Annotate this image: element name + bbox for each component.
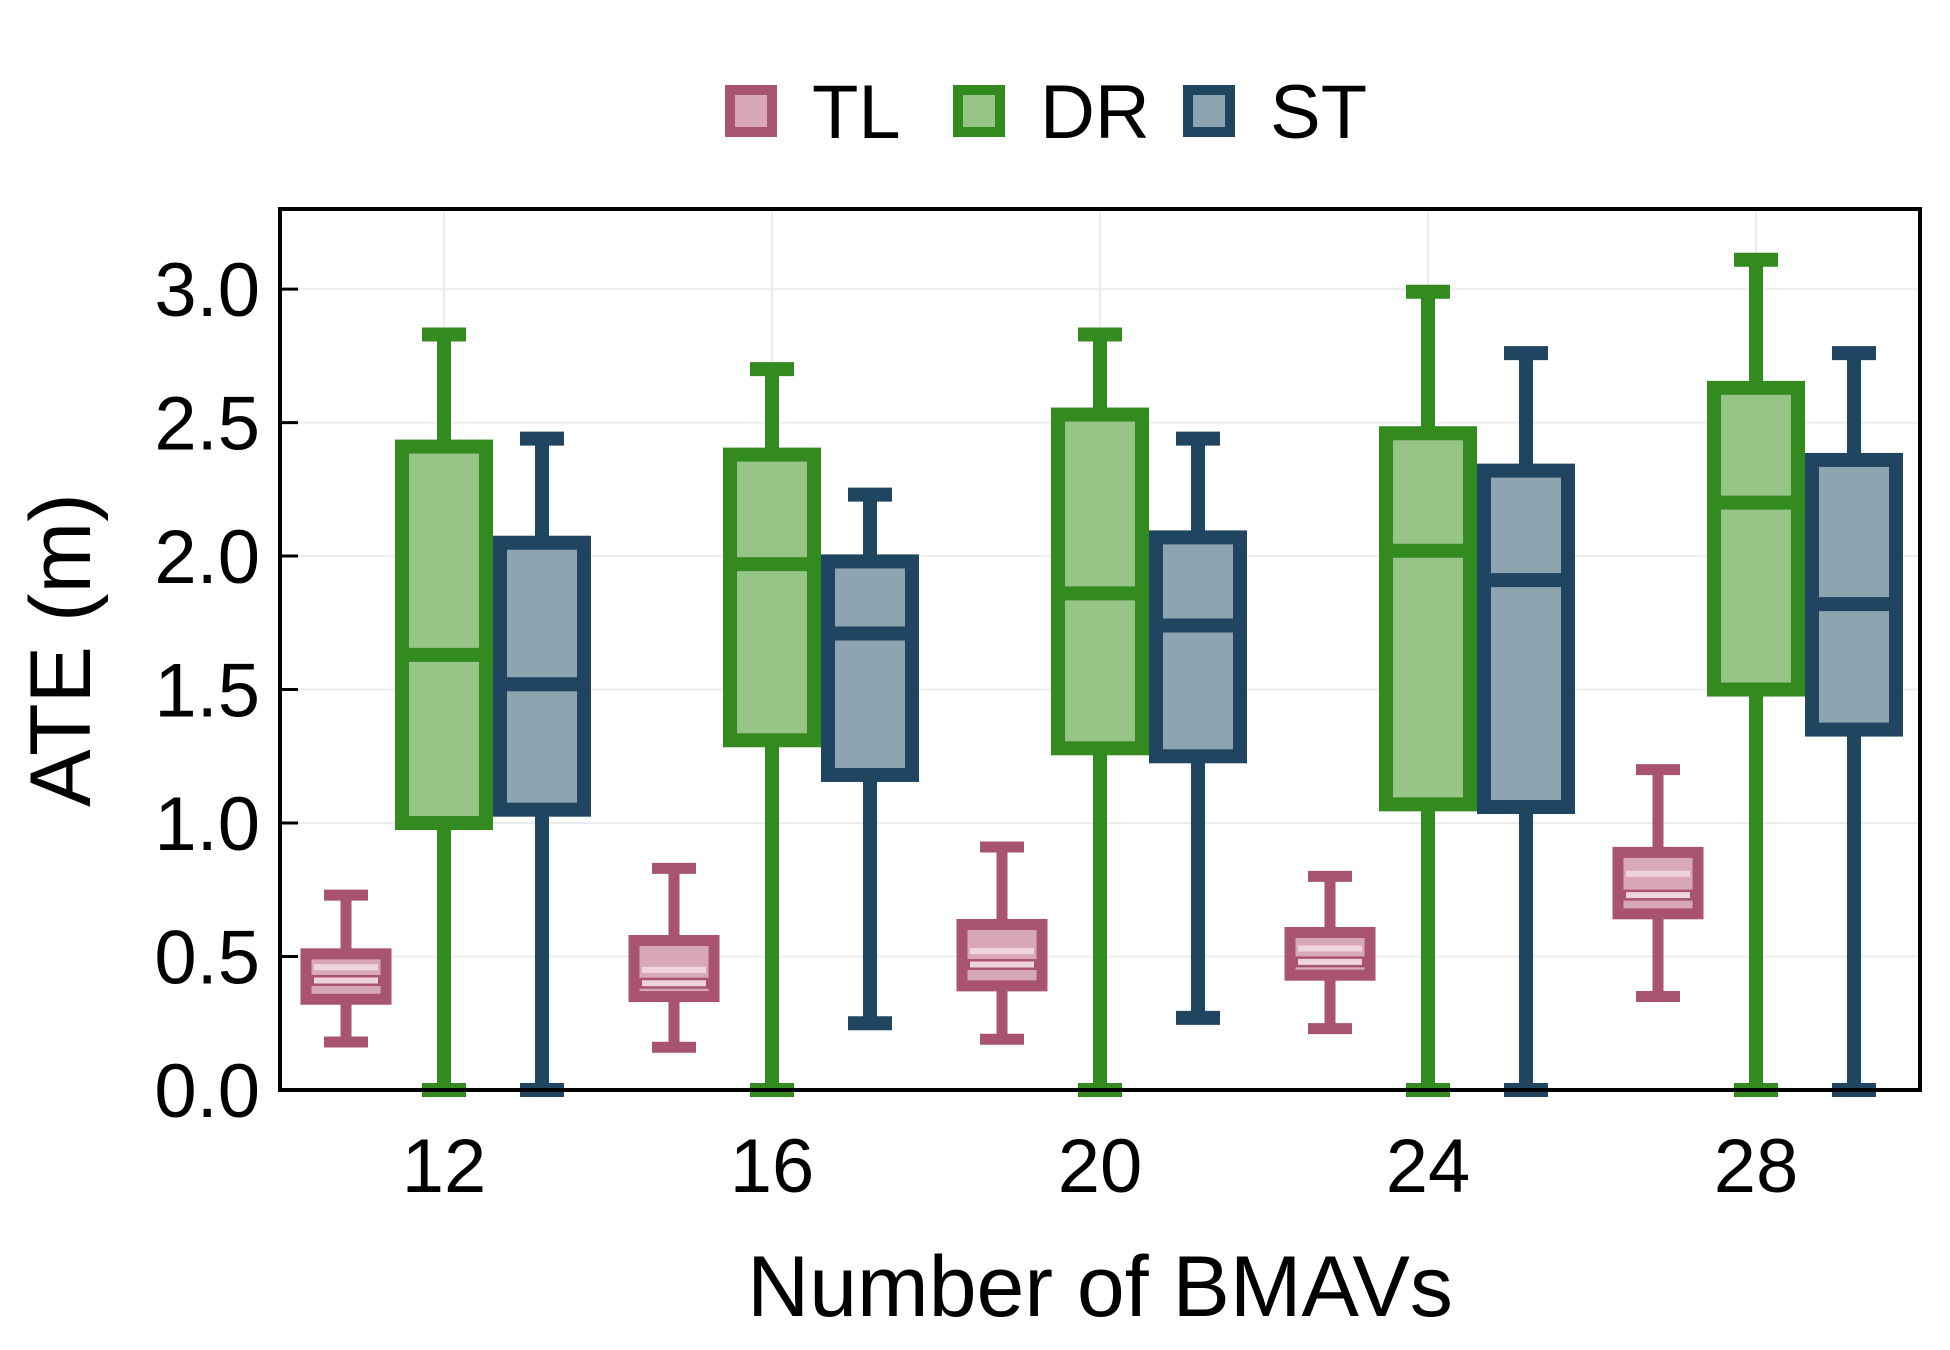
x-tick-label: 20 — [1058, 1124, 1143, 1209]
y-tick-label: 1.0 — [154, 782, 260, 867]
y-axis-ticks: 0.0 0.5 1.0 1.5 2.0 2.5 3.0 — [154, 248, 298, 1134]
y-tick-label: 2.5 — [154, 382, 260, 467]
x-tick-label: 12 — [402, 1124, 487, 1209]
legend-swatch — [953, 85, 1005, 137]
box-body — [723, 447, 821, 748]
box-body — [1707, 380, 1805, 697]
box-body — [1051, 407, 1149, 756]
box-TL-16 — [628, 862, 720, 1053]
box-DR-20 — [1051, 327, 1149, 1097]
legend-label: TL — [812, 70, 901, 155]
x-tick-label: 28 — [1714, 1124, 1799, 1209]
legend-label: DR — [1040, 70, 1150, 155]
box-body — [1805, 452, 1903, 737]
x-axis-label: Number of BMAVs — [747, 1239, 1453, 1335]
box-ST-16 — [821, 487, 919, 1031]
x-tick-label: 24 — [1386, 1124, 1471, 1209]
box-body — [1379, 426, 1477, 812]
box-TL-12 — [300, 889, 392, 1048]
y-axis-label: ATE (m) — [13, 493, 109, 807]
legend-item-ST: ST — [1183, 70, 1367, 155]
box-DR-24 — [1379, 284, 1477, 1097]
box-body — [493, 535, 591, 817]
box-body — [956, 918, 1048, 992]
box-layer — [300, 252, 1903, 1097]
box-body — [1612, 846, 1704, 920]
box-body — [395, 439, 493, 831]
legend: TL DR ST — [725, 70, 1367, 155]
box-TL-28 — [1612, 764, 1704, 1003]
legend-label: ST — [1270, 70, 1367, 155]
box-DR-12 — [395, 327, 493, 1097]
box-body — [821, 554, 919, 782]
box-ST-20 — [1149, 431, 1247, 1025]
box-TL-20 — [956, 841, 1048, 1045]
y-tick-label: 0.0 — [154, 1049, 260, 1134]
y-tick-label: 3.0 — [154, 248, 260, 333]
box-body — [1284, 926, 1376, 981]
box-body — [1477, 463, 1575, 815]
y-tick-label: 1.5 — [154, 649, 260, 734]
box-ST-24 — [1477, 346, 1575, 1097]
y-tick-label: 2.0 — [154, 515, 260, 600]
legend-item-TL: TL — [725, 70, 901, 155]
plot-frame — [278, 207, 1922, 1092]
box-body — [1149, 530, 1247, 764]
legend-item-DR: DR — [953, 70, 1150, 155]
box-DR-16 — [723, 362, 821, 1097]
box-TL-24 — [1284, 870, 1376, 1035]
legend-swatch — [1183, 85, 1235, 137]
box-ST-28 — [1805, 346, 1903, 1097]
y-tick-label: 0.5 — [154, 916, 260, 1001]
legend-swatch — [725, 85, 777, 137]
box-ST-12 — [493, 431, 591, 1097]
x-tick-label: 16 — [730, 1124, 815, 1209]
x-axis-ticks: 12 16 20 24 28 — [402, 1124, 1799, 1209]
box-DR-28 — [1707, 252, 1805, 1097]
